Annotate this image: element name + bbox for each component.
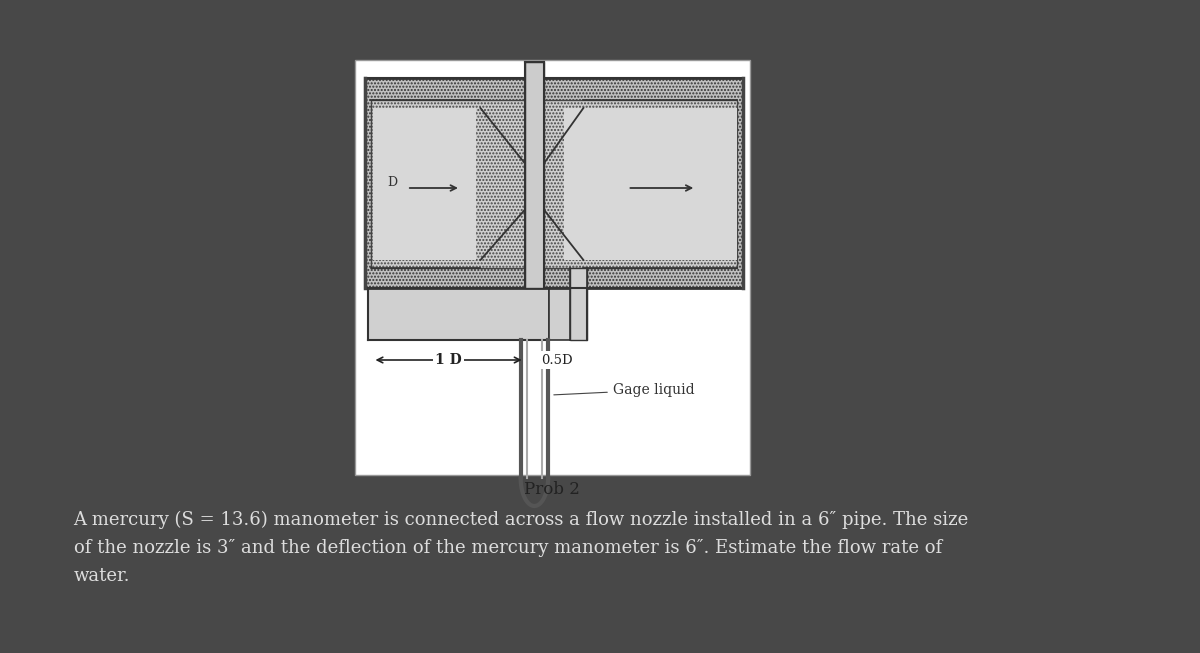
Bar: [564, 108, 737, 260]
Text: A mercury (S = 13.6) manometer is connected across a flow nozzle installed in a : A mercury (S = 13.6) manometer is connec…: [73, 511, 968, 529]
Bar: [367, 288, 550, 340]
Text: Prob 2: Prob 2: [524, 481, 580, 498]
Bar: [570, 268, 587, 340]
Text: 1 D: 1 D: [436, 353, 462, 367]
Bar: [355, 60, 750, 475]
Bar: [365, 78, 743, 288]
Bar: [550, 288, 587, 340]
Text: 0.5D: 0.5D: [541, 353, 572, 366]
Text: of the nozzle is 3″ and the deflection of the mercury manometer is 6″. Estimate : of the nozzle is 3″ and the deflection o…: [73, 539, 942, 557]
Text: water.: water.: [73, 567, 130, 585]
Bar: [524, 62, 544, 288]
Text: Gage liquid: Gage liquid: [554, 383, 695, 397]
Bar: [371, 100, 737, 268]
Bar: [372, 108, 475, 260]
Text: D: D: [388, 176, 397, 189]
